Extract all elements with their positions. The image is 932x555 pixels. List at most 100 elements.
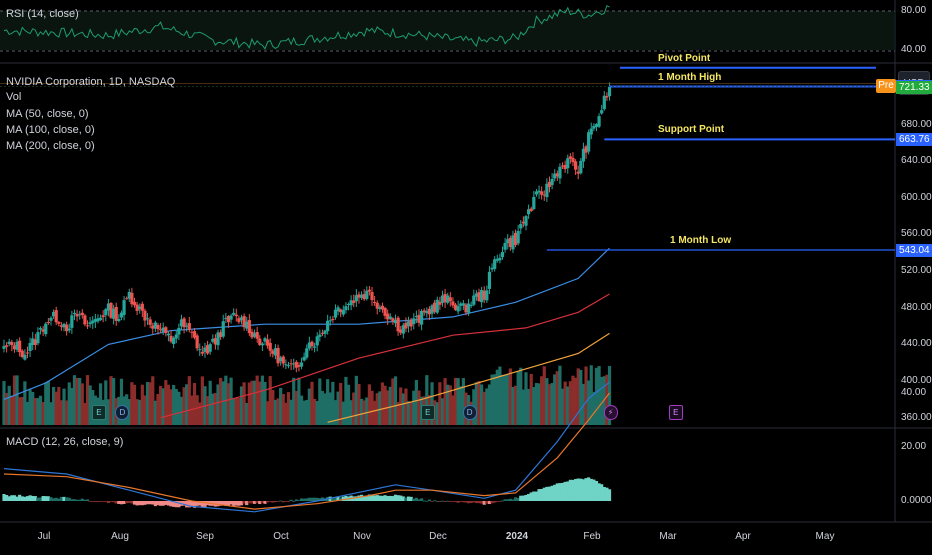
volume-bar xyxy=(571,375,575,425)
candle xyxy=(373,301,377,303)
volume-bar xyxy=(333,400,338,425)
time-axis-label: Oct xyxy=(273,531,289,542)
candle xyxy=(326,320,330,332)
macd-histogram-bar xyxy=(339,497,343,501)
macd-histogram-bar xyxy=(406,496,411,501)
candle xyxy=(57,322,61,324)
candle xyxy=(80,312,84,316)
candle xyxy=(352,300,356,303)
macd-histogram-bar xyxy=(59,496,64,501)
macd-histogram-bar xyxy=(359,494,364,501)
volume-bar xyxy=(513,385,518,425)
candle xyxy=(135,304,139,311)
candle xyxy=(33,339,37,345)
level-annotation: 1 Month High xyxy=(658,71,722,83)
macd-histogram-bar xyxy=(310,497,314,501)
earnings-icon[interactable]: E xyxy=(668,405,683,420)
volume-bar xyxy=(341,401,345,425)
volume-bar xyxy=(200,376,204,425)
volume-bar xyxy=(594,367,599,425)
candle xyxy=(138,306,142,310)
candle xyxy=(380,305,385,310)
lightning-icon[interactable]: ⚡ xyxy=(603,405,618,420)
candle xyxy=(263,338,267,342)
candle xyxy=(284,364,288,366)
macd-histogram-bar xyxy=(132,501,137,505)
macd-histogram-bar xyxy=(461,501,465,503)
candle xyxy=(558,166,562,179)
price-tag: 663.76 xyxy=(896,133,932,147)
macd-histogram-bar xyxy=(258,501,262,505)
macd-signal-line xyxy=(3,392,610,510)
volume-bar xyxy=(260,375,264,425)
ma-line-200 xyxy=(327,332,610,423)
volume-bar xyxy=(195,395,199,425)
premarket-button[interactable]: Pre xyxy=(876,79,896,93)
macd-histogram-bar xyxy=(508,498,512,501)
macd-histogram-bar xyxy=(511,499,515,501)
macd-label[interactable]: MACD (12, 26, close, 9) xyxy=(6,436,124,448)
volume-bar xyxy=(344,376,348,425)
candle xyxy=(7,341,11,345)
volume-bar xyxy=(159,385,163,425)
price-axis-label: 440.00 xyxy=(901,338,932,350)
ma200-label[interactable]: MA (200, close, 0) xyxy=(6,140,95,152)
macd-histogram-bar xyxy=(166,501,171,506)
volume-bar xyxy=(579,369,583,425)
volume-bar xyxy=(503,374,507,425)
candle xyxy=(172,337,176,345)
macd-histogram-bar xyxy=(65,497,69,501)
candle xyxy=(378,307,382,310)
candle xyxy=(203,347,207,353)
rsi-label[interactable]: RSI (14, close) xyxy=(6,8,79,20)
volume-bar xyxy=(430,382,434,425)
price-tag: 543.04 xyxy=(896,244,932,257)
macd-histogram-bar xyxy=(185,501,189,508)
ma50-label[interactable]: MA (50, close, 0) xyxy=(6,108,89,120)
macd-histogram-bar xyxy=(98,501,103,502)
macd-histogram-bar xyxy=(404,497,408,501)
candle xyxy=(495,258,499,261)
macd-histogram-bar xyxy=(373,495,377,501)
macd-histogram-bar xyxy=(493,501,497,503)
macd-histogram-bar xyxy=(276,501,280,502)
dividend-icon[interactable]: D xyxy=(115,405,130,420)
volume-bar xyxy=(281,393,285,425)
earnings-icon[interactable]: E xyxy=(420,405,435,420)
candle xyxy=(472,295,476,305)
volume-bar xyxy=(367,384,371,425)
volume-bar xyxy=(339,382,343,425)
candle xyxy=(122,300,126,315)
vol-label[interactable]: Vol xyxy=(6,91,22,103)
candle xyxy=(459,303,463,306)
macd-histogram-bar xyxy=(88,501,92,502)
volume-bar xyxy=(378,391,382,425)
volume-bar xyxy=(568,381,572,425)
macd-histogram-bar xyxy=(399,495,403,501)
candle xyxy=(480,290,484,303)
macd-histogram-bar xyxy=(172,501,176,507)
volume-bar xyxy=(44,382,48,425)
volume-bar xyxy=(10,395,14,425)
volume-bar xyxy=(495,369,499,425)
volume-bar xyxy=(187,376,191,425)
macd-histogram-bar xyxy=(284,501,288,502)
volume-bar xyxy=(438,382,442,425)
earnings-icon[interactable]: E xyxy=(91,405,106,420)
macd-histogram-bar xyxy=(93,501,97,502)
candle xyxy=(511,235,515,250)
macd-histogram-bar xyxy=(307,497,311,501)
volume-bar xyxy=(597,366,601,425)
candle xyxy=(200,351,204,354)
dividend-icon[interactable]: D xyxy=(462,405,477,420)
volume-bar xyxy=(331,381,335,425)
candle xyxy=(602,95,606,110)
candle xyxy=(453,304,458,310)
level-annotation: Support Point xyxy=(658,124,725,136)
volume-bar xyxy=(106,399,110,425)
macd-histogram-bar xyxy=(412,498,416,501)
ma100-label[interactable]: MA (100, close, 0) xyxy=(6,124,95,136)
time-axis-label: Sep xyxy=(196,531,214,542)
